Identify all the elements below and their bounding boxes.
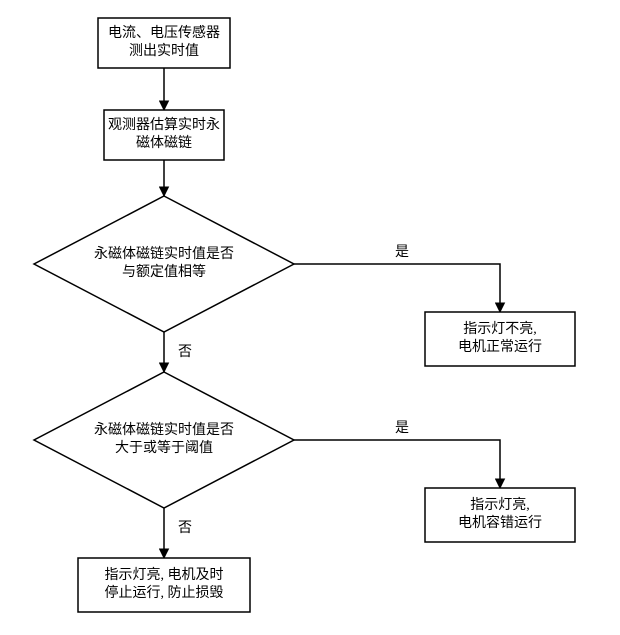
node-n2-line-0: 观测器估算实时永 (108, 117, 220, 133)
node-n3: 永磁体磁链实时值是否与额定值相等 (34, 196, 294, 332)
node-n1-line-0: 电流、电压传感器 (108, 24, 220, 41)
node-n4-line-1: 电机正常运行 (458, 339, 542, 355)
node-n1: 电流、电压传感器测出实时值 (98, 18, 230, 68)
node-n4-line-0: 指示灯不亮, (463, 320, 537, 337)
node-n2: 观测器估算实时永磁体磁链 (104, 110, 224, 160)
edge-2 (294, 264, 500, 312)
edge-4 (294, 440, 500, 488)
node-n5-line-0: 永磁体磁链实时值是否 (94, 422, 234, 438)
node-n4: 指示灯不亮, 电机正常运行 (425, 312, 575, 366)
edge-label-4: 是 (395, 421, 409, 436)
edge-label-2: 是 (395, 245, 409, 260)
node-n2-line-1: 磁体磁链 (136, 135, 192, 151)
edge-label-3: 否 (178, 345, 192, 360)
flowchart-canvas: 是否是否电流、电压传感器测出实时值观测器估算实时永磁体磁链永磁体磁链实时值是否与… (0, 0, 620, 635)
node-n3-line-1: 与额定值相等 (122, 263, 206, 280)
node-n6-line-1: 电机容错运行 (458, 514, 542, 531)
node-n6-line-0: 指示灯亮, (470, 496, 530, 513)
node-n6: 指示灯亮,电机容错运行 (425, 488, 575, 542)
node-n5: 永磁体磁链实时值是否大于或等于阈值 (34, 372, 294, 508)
edge-label-5: 否 (178, 521, 192, 536)
node-n1-line-1: 测出实时值 (129, 43, 199, 59)
node-n7: 指示灯亮, 电机及时停止运行, 防止损毁 (78, 558, 250, 612)
node-n5-line-1: 大于或等于阈值 (115, 439, 213, 456)
node-n7-line-1: 停止运行, 防止损毁 (105, 584, 224, 601)
node-n7-line-0: 指示灯亮, 电机及时 (105, 566, 224, 583)
node-n3-line-0: 永磁体磁链实时值是否 (94, 246, 234, 262)
